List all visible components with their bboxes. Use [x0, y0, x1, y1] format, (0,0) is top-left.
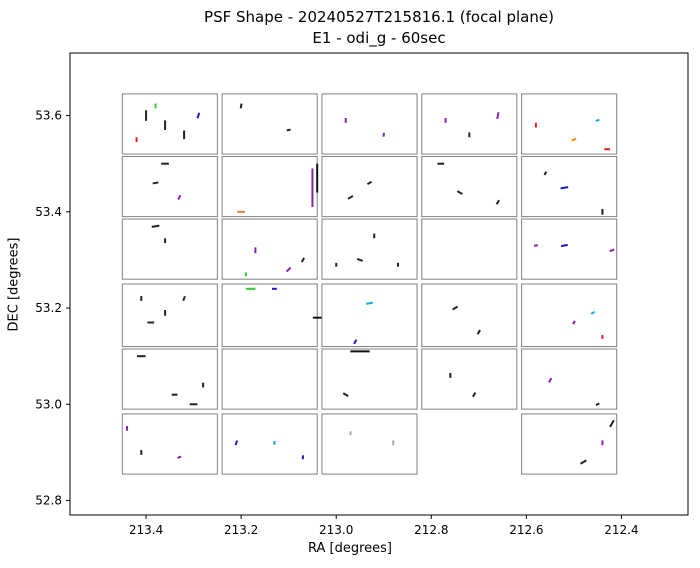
ccd-outline	[321, 348, 418, 410]
chart-subtitle: E1 - odi_g - 60sec	[312, 29, 446, 47]
psf-whisker	[196, 112, 201, 119]
ccd-outline	[521, 93, 618, 155]
ccd-outline	[321, 93, 418, 155]
psf-whisker	[571, 137, 577, 142]
ccd-outline	[121, 348, 218, 410]
ccd-outline	[521, 218, 618, 280]
psf-whisker	[382, 132, 386, 137]
ccd-outline	[121, 413, 218, 475]
psf-whisker	[560, 243, 568, 248]
psf-whisker	[366, 180, 373, 186]
ccd-outline	[321, 155, 418, 218]
psf-whisker	[356, 258, 364, 262]
ccd-outline	[421, 93, 518, 155]
ccd-outline	[321, 413, 418, 475]
ccd-outline	[321, 218, 418, 280]
psf-whisker	[353, 339, 358, 345]
x-tick-label: 213.4	[129, 523, 163, 537]
psf-whisker	[456, 190, 463, 195]
psf-whisker	[286, 128, 291, 132]
ccd-outline	[421, 218, 518, 280]
psf-whisker	[533, 244, 538, 247]
psf-whisker	[301, 455, 305, 460]
psf-whisker	[366, 301, 373, 305]
psf-whisker	[177, 194, 182, 200]
psf-whisker	[476, 329, 481, 335]
chart-title: PSF Shape - 20240527T215816.1 (focal pla…	[204, 8, 554, 26]
x-tick-label: 212.6	[509, 523, 543, 537]
ccd-outline	[521, 413, 618, 475]
psf-whisker	[595, 402, 600, 407]
psf-whisker	[595, 118, 600, 122]
psf-whisker	[472, 392, 477, 398]
psf-whisker	[234, 440, 239, 446]
psf-whisker	[579, 459, 587, 465]
psf-whisker	[177, 455, 182, 459]
ccd-outline	[521, 283, 618, 348]
y-tick-label: 53.2	[35, 301, 62, 315]
ccd-outline	[421, 155, 518, 218]
psf-whisker	[300, 257, 306, 263]
y-tick-label: 53.4	[35, 205, 62, 219]
psf-whisker	[572, 320, 576, 325]
psf-whisker	[543, 171, 548, 176]
ccd-outline	[121, 93, 218, 155]
psf-whisker	[452, 305, 459, 311]
ccd-outline	[121, 218, 218, 280]
y-ticks: 52.8 53.0 53.2 53.4 53.6	[35, 109, 70, 508]
psf-whisker	[496, 112, 500, 120]
psf-whisker	[182, 295, 186, 302]
x-ticks: 213.4 213.2 213.0 212.8 212.6 212.4	[129, 515, 639, 537]
ccd-outline	[321, 283, 418, 348]
x-tick-label: 213.2	[224, 523, 258, 537]
ccd-layer	[121, 93, 618, 475]
y-axis-label: DEC [degrees]	[6, 237, 22, 332]
psf-whisker	[239, 103, 243, 109]
ccd-outline	[421, 348, 518, 410]
psf-whisker	[342, 392, 349, 397]
ccd-outline	[221, 283, 318, 348]
ccd-outline	[221, 348, 318, 410]
psf-whisker	[590, 311, 596, 315]
ccd-outline	[221, 413, 318, 475]
ccd-outline	[221, 155, 318, 218]
ccd-outline	[421, 283, 518, 348]
x-axis-label: RA [degrees]	[307, 541, 392, 556]
x-tick-label: 212.8	[414, 523, 448, 537]
ccd-outline	[121, 155, 218, 218]
psf-whisker	[548, 377, 553, 383]
whisker-layer	[126, 103, 615, 465]
y-tick-label: 53.0	[35, 397, 62, 411]
ccd-outline	[521, 348, 618, 410]
psf-whisker	[152, 181, 159, 185]
psf-whisker	[609, 419, 615, 428]
ccd-outline	[121, 283, 218, 348]
psf-whisker	[151, 224, 160, 228]
y-tick-label: 52.8	[35, 494, 62, 508]
psf-whisker	[347, 195, 354, 200]
ccd-outline	[521, 155, 618, 218]
axes-frame	[69, 52, 689, 516]
x-tick-label: 213.0	[319, 523, 353, 537]
psf-whisker	[609, 248, 615, 253]
x-tick-label: 212.4	[604, 523, 638, 537]
ccd-outline	[221, 93, 318, 155]
psf-whisker	[560, 186, 569, 190]
psf-whisker	[285, 266, 292, 273]
psf-whisker	[495, 199, 500, 205]
y-tick-label: 53.6	[35, 109, 62, 123]
ccd-outline	[221, 218, 318, 280]
